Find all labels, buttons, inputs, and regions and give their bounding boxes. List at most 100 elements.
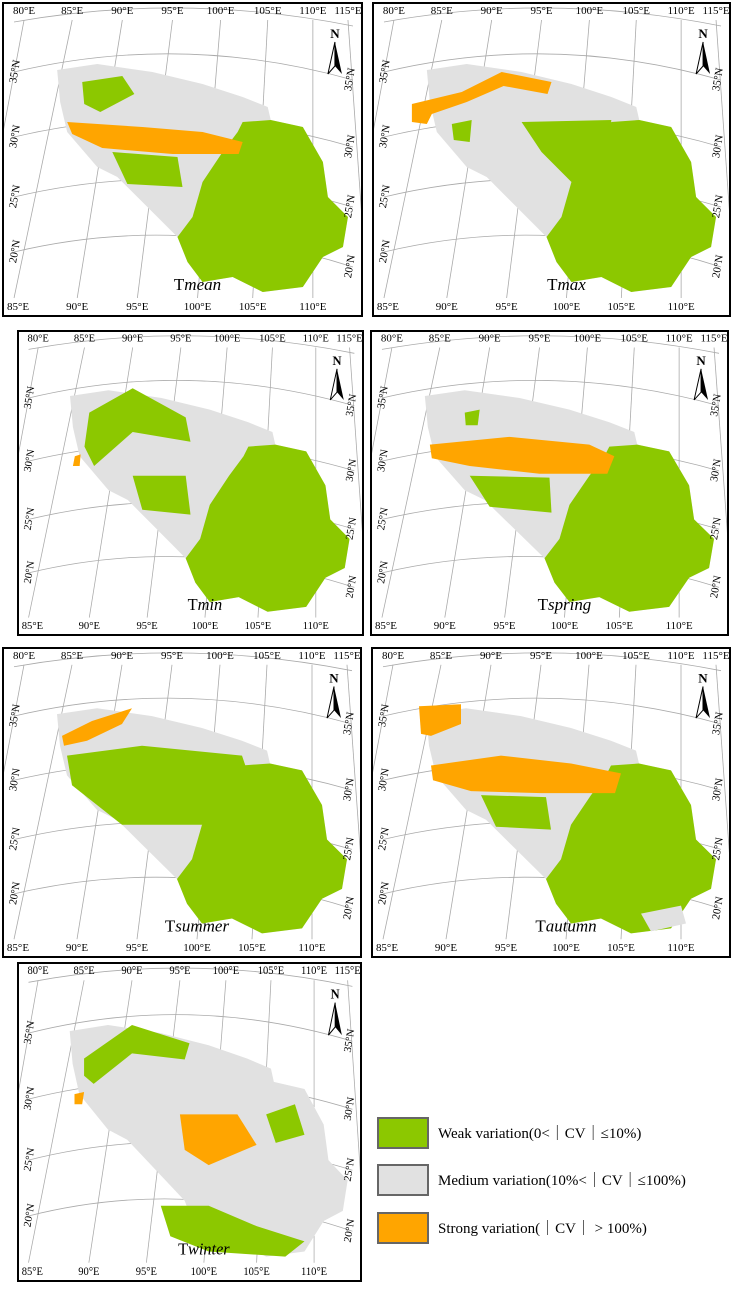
- lon-label: 80°E: [13, 5, 35, 17]
- north-arrow: [327, 41, 336, 75]
- lon-label: 100°E: [551, 620, 579, 632]
- parallel: [381, 335, 720, 354]
- lon-label: 85°E: [61, 5, 83, 17]
- title-italic: mean: [184, 275, 221, 294]
- title-main: T: [165, 916, 176, 935]
- lon-label: 105°E: [258, 965, 285, 977]
- parallel: [28, 379, 355, 407]
- map-panel: 80°E 85°E 90°E 95°E 100°E 105°E 110°E 115°E 85°E…: [371, 650, 731, 954]
- lat-label: 35°N: [7, 703, 23, 728]
- meridian: [17, 980, 39, 1102]
- lon-label: 95°E: [161, 5, 183, 17]
- lon-label: 90°E: [66, 942, 88, 954]
- lon-label: 110°E: [303, 621, 329, 632]
- legend-swatch: [377, 1164, 429, 1196]
- lon-label: 85°E: [7, 301, 29, 313]
- variation-area: [72, 454, 81, 466]
- north-arrow: [703, 686, 710, 719]
- variation-area: [84, 1024, 190, 1084]
- lon-label: 95°E: [170, 334, 191, 345]
- lon-label: 95°E: [495, 942, 517, 954]
- lon-label: 105°E: [621, 333, 649, 345]
- lon-label: 105°E: [243, 1266, 270, 1278]
- lat-label: 20°N: [708, 575, 724, 600]
- title-main: T: [188, 595, 198, 614]
- variation-area: [185, 444, 350, 612]
- north-arrow: [334, 42, 342, 74]
- meridian: [13, 19, 73, 299]
- lon-label: 100°E: [575, 650, 603, 662]
- north-arrow: [695, 41, 704, 75]
- lat-label: 25°N: [23, 507, 38, 532]
- lon-label: 100°E: [192, 621, 219, 632]
- variation-area: [419, 704, 461, 736]
- lat-label: 35°N: [345, 393, 360, 418]
- title-italic: max: [558, 275, 587, 294]
- lon-label: 80°E: [382, 650, 404, 662]
- lon-label: 105°E: [606, 620, 634, 632]
- lon-label: 110°E: [299, 301, 327, 313]
- lon-label: 90°E: [78, 1266, 100, 1278]
- lat-label: 20°N: [342, 1218, 357, 1244]
- lon-label: 90°E: [111, 650, 133, 662]
- panel-frame: [372, 2, 731, 317]
- lat-label: 30°N: [710, 777, 726, 802]
- legend-label: Medium variation(10%<｜CV｜≤100%): [438, 1172, 686, 1189]
- map-panel: 80°E 85°E 90°E 95°E 100°E 105°E 110°E 115°E 85°E…: [17, 334, 364, 632]
- variation-area: [179, 1114, 257, 1166]
- meridian: [2, 664, 25, 784]
- lat-label: 30°N: [22, 1086, 37, 1112]
- meridian: [28, 980, 85, 1263]
- variation-area: [641, 905, 686, 932]
- meridian: [371, 664, 394, 784]
- title-italic: min: [198, 595, 223, 614]
- variation-area: [469, 475, 552, 513]
- panel-frame: [370, 330, 729, 636]
- variation-area: [132, 475, 191, 515]
- north-label: N: [696, 354, 706, 368]
- panel-title: Twinter: [178, 1239, 230, 1259]
- north-arrow: [693, 368, 702, 401]
- lon-label: 110°E: [301, 965, 327, 977]
- lat-label: 25°N: [708, 516, 724, 541]
- lat-label: 30°N: [376, 767, 392, 792]
- lat-label: 25°N: [342, 194, 358, 219]
- lat-label: 35°N: [376, 703, 392, 728]
- lon-label: 100°E: [191, 1266, 218, 1278]
- north-arrow: [334, 686, 341, 719]
- lon-label: 95°E: [136, 1266, 158, 1278]
- variation-area: [429, 436, 615, 474]
- title-main: T: [174, 275, 185, 294]
- lon-label: 80°E: [381, 333, 403, 345]
- parallel: [28, 335, 355, 354]
- lon-label: 85°E: [431, 5, 453, 17]
- lon-label: 80°E: [28, 334, 49, 345]
- title-main: T: [547, 275, 558, 294]
- panel-title: Tmin: [188, 595, 223, 614]
- parallel: [13, 652, 353, 672]
- lon-label: 85°E: [22, 621, 43, 632]
- variation-area: [464, 409, 480, 426]
- lat-label: 20°N: [376, 881, 392, 906]
- legend-label: Strong variation(｜CV｜ > 100%): [438, 1220, 647, 1237]
- lon-label: 90°E: [66, 301, 88, 313]
- lat-label: 20°N: [345, 575, 360, 600]
- lat-label: 30°N: [23, 448, 38, 473]
- lat-label: 25°N: [22, 1147, 37, 1173]
- panel-title: Tsummer: [165, 916, 230, 935]
- north-label: N: [332, 354, 341, 368]
- lat-label: 30°N: [7, 124, 23, 149]
- title-italic: winter: [188, 1239, 230, 1259]
- lon-label: 100°E: [206, 650, 234, 662]
- lon-label: 90°E: [479, 333, 501, 345]
- variation-area: [112, 152, 183, 187]
- lon-label: 115°E: [700, 333, 727, 345]
- lon-label: 110°E: [298, 942, 326, 954]
- panel-title: Tspring: [538, 595, 592, 614]
- variation-area: [67, 745, 252, 825]
- lon-label: 100°E: [183, 942, 211, 954]
- lon-label: 100°E: [553, 301, 581, 313]
- lon-label: 110°E: [299, 5, 327, 17]
- lat-label: 30°N: [342, 134, 358, 159]
